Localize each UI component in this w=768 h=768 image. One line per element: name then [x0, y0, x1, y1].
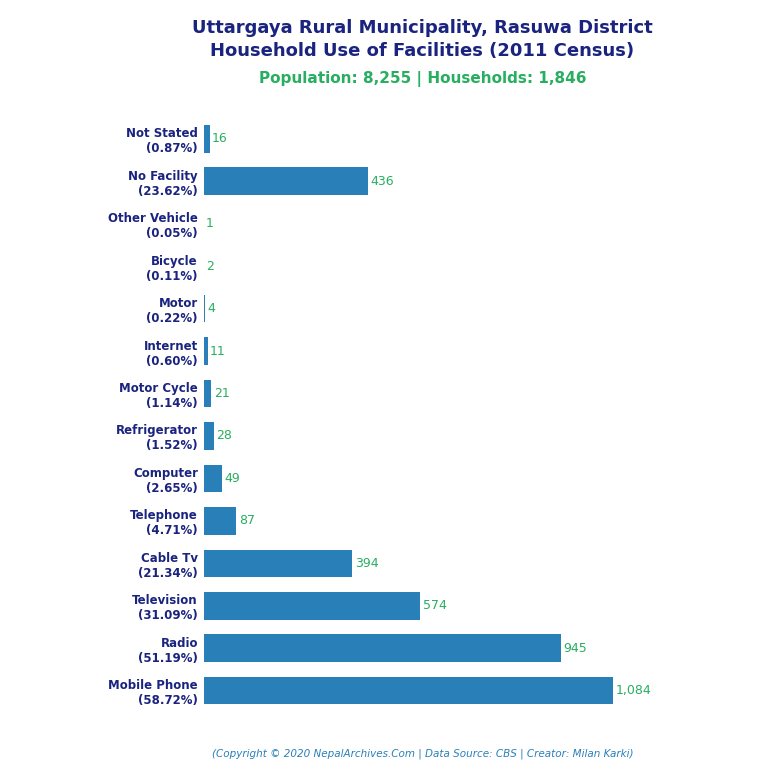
- Text: Uttargaya Rural Municipality, Rasuwa District: Uttargaya Rural Municipality, Rasuwa Dis…: [192, 19, 653, 37]
- Text: 16: 16: [212, 132, 227, 145]
- Bar: [204, 337, 207, 365]
- Text: 4: 4: [207, 302, 215, 315]
- Text: 28: 28: [217, 429, 232, 442]
- Text: 21: 21: [214, 387, 230, 400]
- Text: (Copyright © 2020 NepalArchives.Com | Data Source: CBS | Creator: Milan Karki): (Copyright © 2020 NepalArchives.Com | Da…: [212, 748, 633, 759]
- Text: 1,084: 1,084: [615, 684, 651, 697]
- Text: Population: 8,255 | Households: 1,846: Population: 8,255 | Households: 1,846: [259, 71, 586, 87]
- Text: 49: 49: [224, 472, 240, 485]
- Bar: [204, 295, 205, 323]
- Text: Household Use of Facilities (2011 Census): Household Use of Facilities (2011 Census…: [210, 42, 634, 60]
- Bar: [204, 167, 369, 195]
- Text: 394: 394: [355, 557, 379, 570]
- Text: 2: 2: [207, 260, 214, 273]
- Bar: [204, 422, 214, 450]
- Text: 11: 11: [210, 345, 226, 358]
- Text: 87: 87: [239, 515, 255, 528]
- Bar: [204, 592, 420, 620]
- Bar: [204, 550, 353, 577]
- Text: 1: 1: [206, 217, 214, 230]
- Text: 945: 945: [563, 642, 587, 654]
- Text: 436: 436: [370, 175, 394, 187]
- Bar: [204, 634, 561, 662]
- Bar: [204, 465, 222, 492]
- Bar: [204, 125, 210, 153]
- Bar: [204, 379, 211, 407]
- Text: 574: 574: [422, 599, 446, 612]
- Bar: [204, 677, 613, 704]
- Bar: [204, 507, 237, 535]
